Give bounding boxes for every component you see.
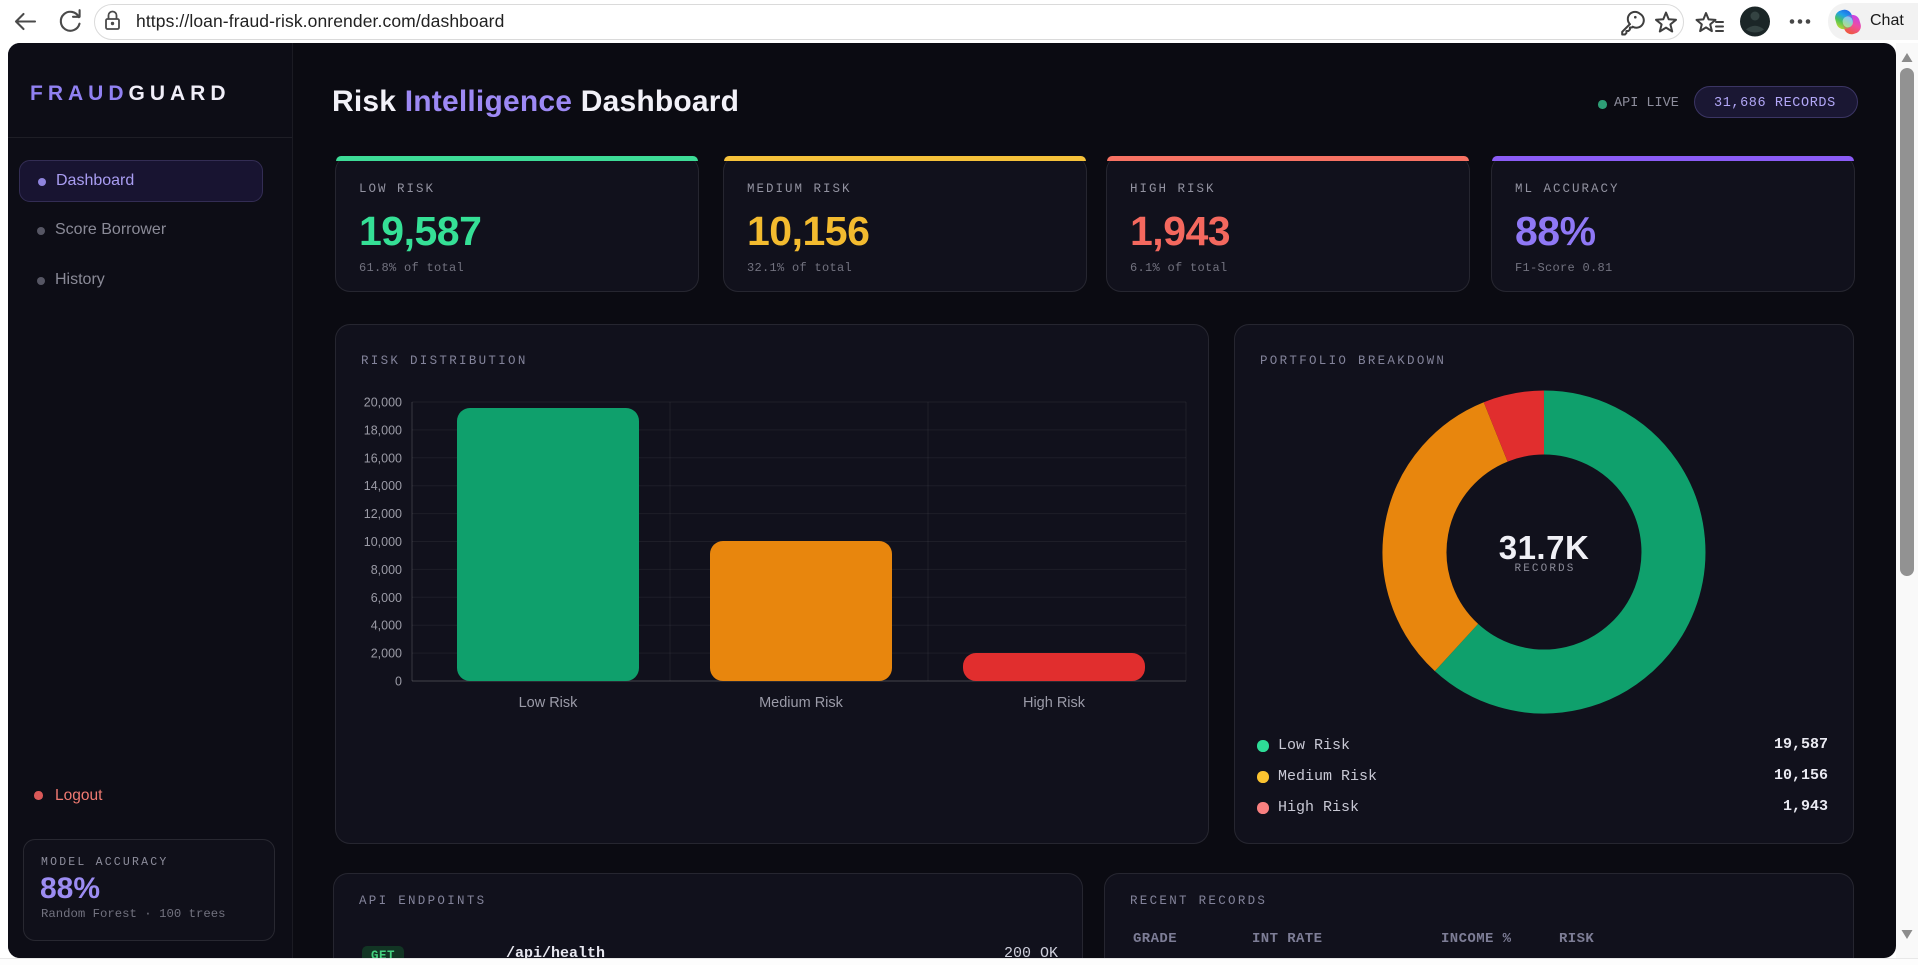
svg-text:6,000: 6,000 — [371, 591, 402, 605]
svg-text:14,000: 14,000 — [364, 479, 402, 493]
svg-text:8,000: 8,000 — [371, 563, 402, 577]
svg-text:18,000: 18,000 — [364, 423, 402, 437]
svg-text:High Risk: High Risk — [1023, 695, 1086, 711]
svg-text:16,000: 16,000 — [364, 451, 402, 465]
svg-text:Low Risk: Low Risk — [519, 695, 579, 711]
svg-text:4,000: 4,000 — [371, 619, 402, 633]
svg-text:20,000: 20,000 — [364, 396, 402, 410]
svg-text:Medium Risk: Medium Risk — [759, 695, 844, 711]
svg-text:0: 0 — [395, 675, 402, 689]
svg-text:2,000: 2,000 — [371, 647, 402, 661]
svg-text:10,000: 10,000 — [364, 535, 402, 549]
svg-text:12,000: 12,000 — [364, 507, 402, 521]
